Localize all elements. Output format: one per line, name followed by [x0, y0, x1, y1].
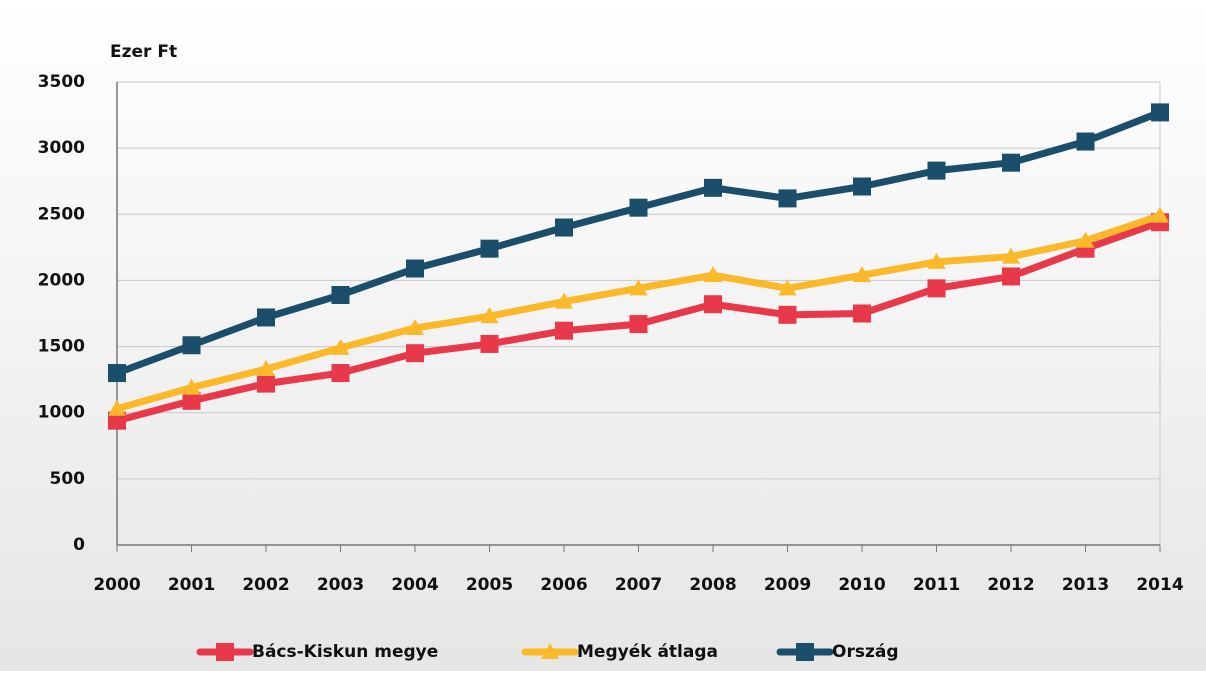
legend-marker: [216, 643, 234, 661]
point: [182, 378, 201, 395]
point: [257, 308, 275, 327]
point: [629, 279, 648, 296]
y-tick-label: 3000: [38, 138, 85, 158]
point: [480, 307, 499, 324]
y-tick-label: 0: [73, 535, 85, 555]
legend-marker: [796, 643, 814, 661]
point: [108, 364, 126, 383]
x-tick-label: 2002: [242, 575, 289, 595]
point: [1076, 231, 1095, 248]
point: [406, 344, 424, 363]
legend-marker: [541, 643, 559, 659]
point: [1002, 153, 1020, 172]
point: [257, 374, 275, 393]
point: [1076, 132, 1095, 151]
point: [406, 319, 424, 336]
x-tick-label: 2006: [540, 575, 587, 595]
point: [108, 399, 126, 416]
point: [480, 334, 499, 353]
x-tick-label: 2005: [466, 575, 513, 595]
x-tick-label: 2013: [1062, 575, 1109, 595]
point: [778, 189, 797, 208]
legend-label: Megyék átlaga: [577, 642, 718, 662]
point: [853, 177, 871, 196]
point: [1002, 267, 1020, 286]
point: [927, 161, 946, 180]
point: [927, 252, 946, 269]
point: [257, 360, 275, 377]
point: [331, 364, 350, 383]
point: [555, 218, 573, 237]
y-axis-label: Ezer Ft: [110, 42, 177, 62]
x-tick-label: 2011: [913, 575, 960, 595]
point: [704, 178, 722, 197]
x-tick-label: 2009: [764, 575, 811, 595]
point: [1002, 247, 1020, 264]
point: [778, 279, 797, 296]
point: [555, 321, 573, 340]
x-tick-label: 2007: [615, 575, 662, 595]
y-tick-label: 3500: [38, 72, 85, 92]
point: [853, 266, 871, 283]
point: [331, 338, 350, 355]
point: [629, 315, 648, 334]
point: [778, 305, 797, 324]
point: [927, 279, 946, 298]
y-tick-label: 1500: [38, 337, 85, 357]
legend-label: Ország: [832, 642, 899, 662]
point: [555, 292, 573, 309]
x-tick-label: 2004: [391, 575, 438, 595]
point: [480, 239, 499, 258]
legend-label: Bács-Kiskun megye: [252, 642, 438, 662]
y-tick-label: 1000: [38, 403, 85, 423]
point: [1151, 206, 1169, 223]
point: [108, 411, 126, 430]
x-tick-label: 2012: [987, 575, 1034, 595]
point: [182, 336, 201, 355]
point: [406, 259, 424, 278]
y-tick-label: 2500: [38, 204, 85, 224]
point: [853, 304, 871, 323]
x-tick-label: 2003: [317, 575, 364, 595]
x-tick-label: 2014: [1136, 575, 1183, 595]
y-tick-label: 2000: [38, 270, 85, 290]
x-tick-label: 2000: [93, 575, 140, 595]
point: [704, 295, 722, 314]
x-tick-label: 2001: [168, 575, 215, 595]
y-tick-label: 500: [50, 469, 86, 489]
point: [704, 266, 722, 283]
x-tick-label: 2010: [838, 575, 885, 595]
point: [182, 391, 201, 410]
x-tick-label: 2008: [689, 575, 736, 595]
point: [331, 285, 350, 304]
point: [1151, 103, 1169, 122]
point: [629, 198, 648, 217]
